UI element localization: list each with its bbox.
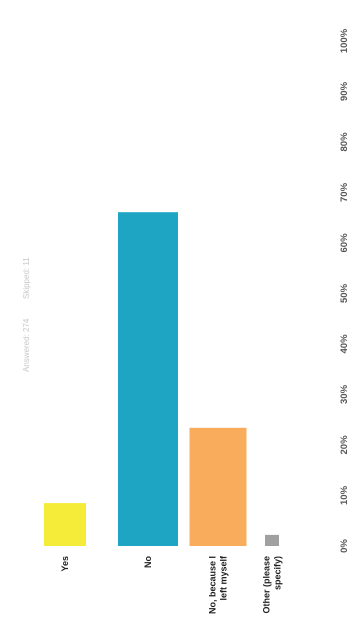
tick-label: 100% [339,28,350,53]
tick-label: 60% [339,233,350,253]
tick-label: 0% [339,539,350,553]
tick-label: 40% [339,334,350,354]
category-label-2: No [143,556,153,568]
tick-label: 20% [339,435,350,455]
category-label-1: Yes [60,556,70,572]
tick-label: 10% [339,485,350,505]
tick-label: 90% [339,81,350,101]
bar-1 [44,503,86,546]
tick-label: 30% [339,384,350,404]
bar-2 [118,212,178,546]
tick-label: 50% [339,283,350,303]
bar-4 [265,534,279,546]
answered-count: Answered: 274 [22,318,31,372]
tick-label: 80% [339,132,350,152]
skipped-count: Skipped: 11 [22,257,31,299]
bar-3 [189,427,247,546]
category-label-3: No, because Ileft myself [208,555,229,614]
category-label-4: Other (pleasespecify) [262,556,283,614]
tick-label: 70% [339,182,350,202]
